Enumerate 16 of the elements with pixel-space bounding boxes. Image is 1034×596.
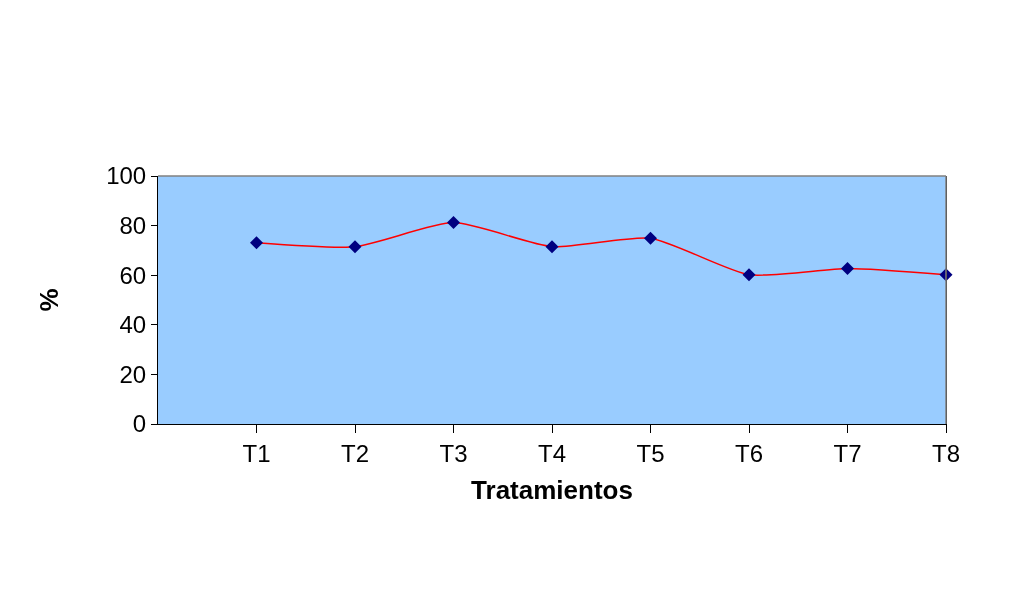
y-axis-title: %	[33, 288, 64, 312]
x-tick-label: T6	[734, 439, 764, 467]
x-tick-label: T7	[833, 439, 862, 467]
x-tick-label: T4	[537, 439, 567, 467]
x-tick-label: T2	[340, 439, 370, 467]
y-tick-label: 20	[119, 360, 147, 388]
y-tick-label: 100	[106, 162, 147, 190]
x-tick-label: T1	[242, 439, 271, 467]
x-axis-title: Tratamientos	[471, 475, 633, 506]
y-tick-label: 80	[119, 212, 147, 239]
y-tick-label: 0	[132, 410, 147, 438]
y-tick-label: 60	[119, 261, 147, 289]
x-tick-label: T5	[636, 439, 665, 467]
y-tick-label: 40	[119, 311, 147, 339]
x-tick-label: T8	[931, 439, 961, 467]
x-tick-label: T3	[439, 439, 468, 467]
